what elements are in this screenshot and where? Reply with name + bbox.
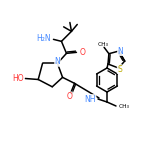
Text: H₂N: H₂N [36, 34, 50, 43]
Text: O: O [67, 92, 73, 101]
Text: HO: HO [13, 74, 24, 83]
Text: O: O [79, 48, 85, 57]
Text: CH₃: CH₃ [119, 105, 130, 109]
Text: NH: NH [85, 95, 96, 104]
Text: N: N [55, 57, 60, 66]
Text: N: N [117, 47, 123, 55]
Text: CH₃: CH₃ [98, 42, 109, 47]
Text: S: S [117, 65, 122, 74]
